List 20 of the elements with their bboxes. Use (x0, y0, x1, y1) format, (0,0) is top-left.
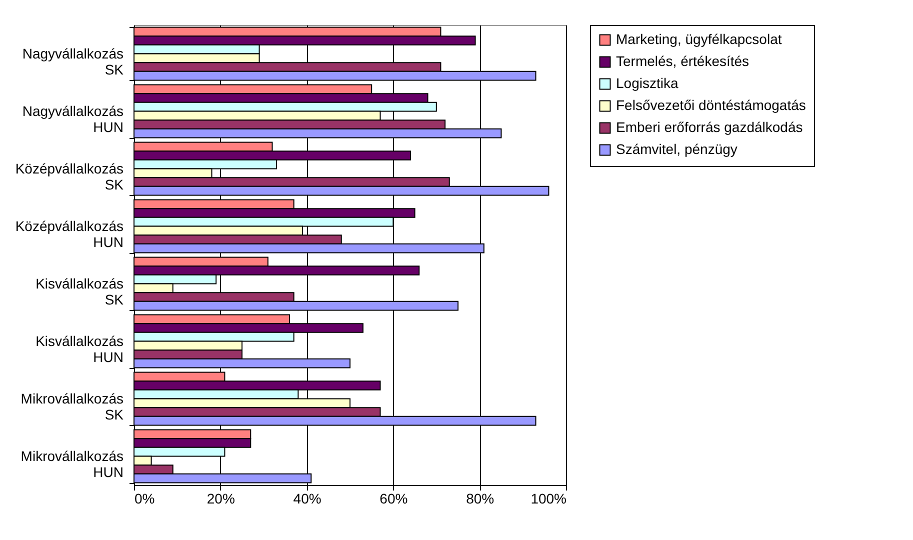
legend-label: Felsővezetői döntéstámogatás (616, 97, 806, 113)
x-tick-label: 40% (293, 490, 322, 506)
x-tick-label: 80% (466, 490, 494, 506)
x-tick-label: 60% (380, 490, 408, 506)
x-tick-label: 0% (134, 490, 155, 506)
legend-label: Marketing, ügyfélkapcsolat (616, 31, 782, 47)
x-tick-label: 20% (206, 490, 235, 506)
y-tick-label: Kisvállalkozás HUN (36, 332, 124, 365)
x-tick-label: 100% (530, 490, 566, 506)
legend-label: Számvitel, pénzügy (616, 141, 738, 157)
legend-label: Termelés, értékesítés (616, 53, 750, 69)
legend-label: Emberi erőforrás gazdálkodás (616, 119, 803, 135)
y-tick-label: Mikrovállalkozás HUN (20, 448, 124, 480)
y-tick-label: Nagyvállalkozás SK (22, 45, 124, 78)
y-tick-label: Középvállalkozás SK (15, 160, 124, 192)
y-tick-label: Mikrovállalkozás SK (20, 390, 124, 422)
y-tick-label: Középvállalkozás HUN (15, 218, 124, 250)
legend-label: Logisztika (616, 75, 678, 91)
y-tick-label: Kisvállalkozás SK (36, 275, 124, 308)
y-tick-label: Nagyvállalkozás HUN (22, 102, 124, 135)
